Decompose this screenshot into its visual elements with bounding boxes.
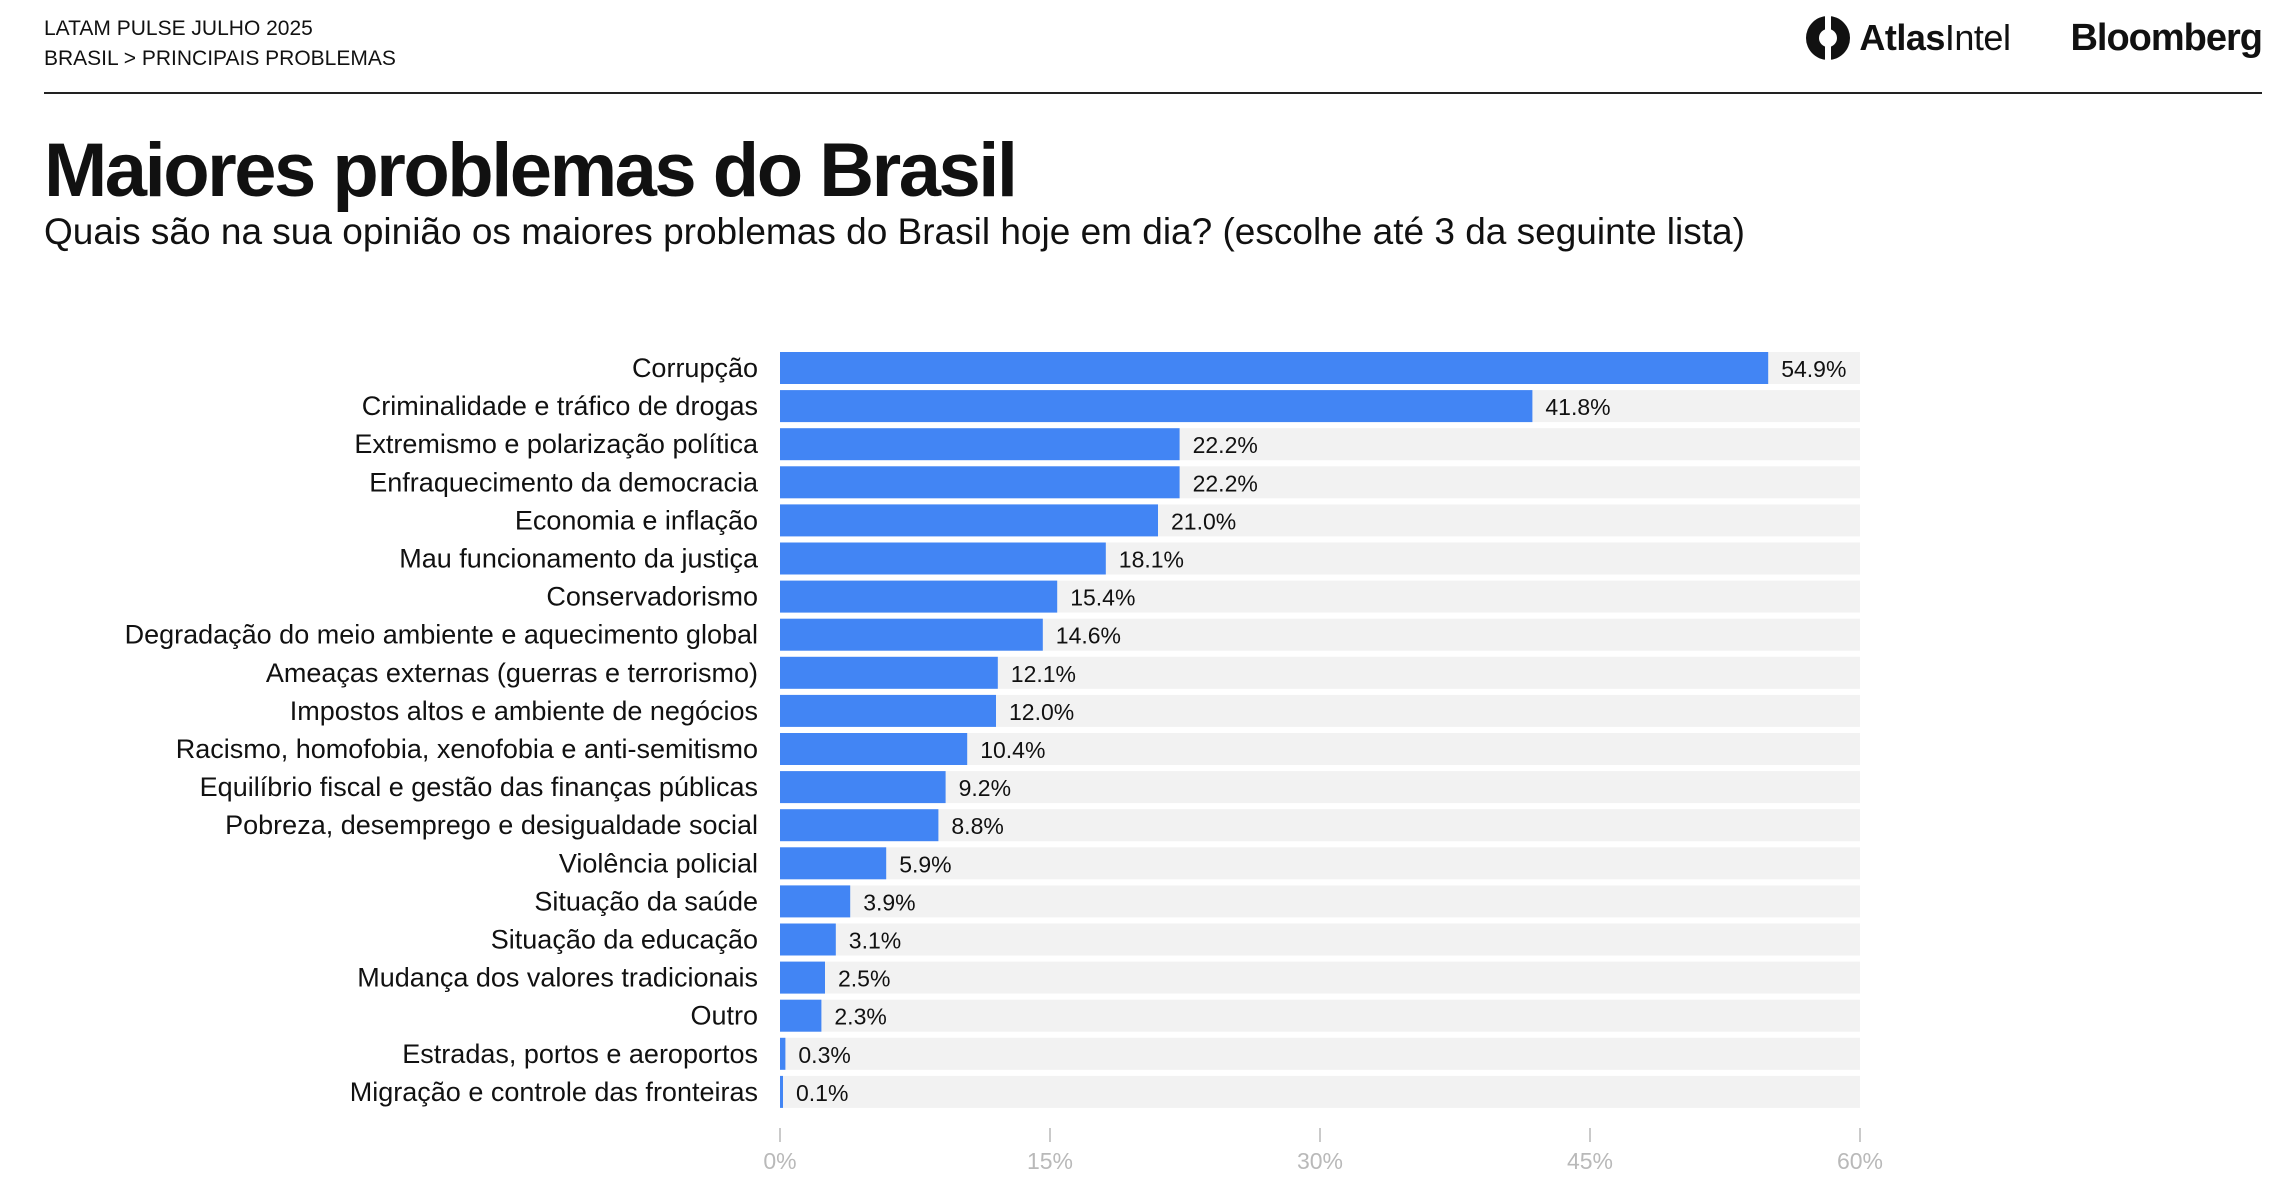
bar-track — [780, 885, 1860, 918]
x-tick-label: 0% — [763, 1148, 796, 1174]
category-label: Enfraquecimento da democracia — [369, 467, 759, 497]
bar — [780, 428, 1180, 461]
category-label: Conservadorismo — [546, 582, 758, 612]
bar — [780, 733, 968, 765]
category-label: Mudança dos valores tradicionais — [357, 963, 758, 993]
bar — [780, 656, 998, 689]
x-tick-label: 15% — [1027, 1148, 1073, 1174]
brand-logos: Atlas Intel Bloomberg — [1805, 10, 2263, 66]
intel-wordmark: Intel — [1944, 17, 2011, 58]
bar — [780, 694, 996, 727]
value-label: 9.2% — [959, 775, 1011, 801]
value-label: 2.3% — [834, 1004, 886, 1030]
header-divider — [44, 92, 2262, 94]
category-label: Economia e inflação — [515, 505, 758, 535]
value-label: 18.1% — [1119, 547, 1184, 573]
value-label: 54.9% — [1781, 356, 1846, 382]
category-label: Estradas, portos e aeroportos — [402, 1039, 758, 1069]
category-label: Impostos altos e ambiente de negócios — [290, 696, 758, 726]
category-label: Criminalidade e tráfico de drogas — [362, 391, 758, 421]
atlas-wordmark: Atlas — [1859, 17, 1945, 58]
bar — [780, 809, 939, 842]
value-label: 12.0% — [1009, 699, 1074, 725]
bar — [780, 580, 1058, 613]
bar — [780, 961, 825, 994]
bar-track — [780, 847, 1860, 880]
bar — [780, 390, 1533, 423]
value-label: 14.6% — [1056, 623, 1121, 649]
header-breadcrumbs: LATAM PULSE JULHO 2025 BRASIL > PRINCIPA… — [44, 14, 396, 74]
bar — [780, 1037, 786, 1070]
bar-track — [780, 1037, 1860, 1070]
category-label: Pobreza, desemprego e desigualdade socia… — [225, 810, 758, 840]
bar-track — [780, 809, 1860, 842]
value-label: 41.8% — [1545, 394, 1610, 420]
bar — [780, 885, 851, 918]
value-label: 2.5% — [838, 966, 890, 992]
value-label: 0.3% — [798, 1042, 850, 1068]
bar — [780, 999, 822, 1032]
bar-track — [780, 771, 1860, 804]
category-label: Violência policial — [559, 848, 758, 878]
bar — [780, 618, 1043, 651]
value-label: 22.2% — [1193, 432, 1258, 458]
category-label: Situação da saúde — [534, 886, 758, 916]
category-label: Extremismo e polarização política — [354, 429, 759, 459]
bar — [780, 504, 1158, 537]
category-label: Situação da educação — [491, 925, 758, 955]
atlasintel-mark-icon — [1806, 16, 1851, 60]
category-label: Outro — [690, 1001, 758, 1031]
value-label: 12.1% — [1011, 661, 1076, 687]
category-label: Degradação do meio ambiente e aqueciment… — [125, 620, 758, 650]
atlasintel-logo: Atlas Intel — [1805, 15, 2011, 61]
value-label: 22.2% — [1193, 470, 1258, 496]
value-label: 21.0% — [1171, 508, 1236, 534]
category-label: Racismo, homofobia, xenofobia e anti-sem… — [176, 734, 758, 764]
value-label: 15.4% — [1070, 585, 1135, 611]
category-label: Ameaças externas (guerras e terrorismo) — [266, 658, 758, 688]
bar-track — [780, 961, 1860, 994]
x-tick-label: 60% — [1837, 1148, 1883, 1174]
bar-track — [780, 999, 1860, 1032]
bar — [780, 923, 836, 956]
bar — [780, 847, 887, 880]
bar-track — [780, 923, 1860, 956]
value-label: 3.1% — [849, 928, 901, 954]
category-label: Corrupção — [632, 353, 758, 383]
bar — [780, 466, 1180, 499]
bar — [780, 542, 1106, 575]
page-subtitle: Quais são na sua opinião os maiores prob… — [44, 211, 1745, 252]
category-label: Mau funcionamento da justiça — [399, 544, 759, 574]
value-label: 5.9% — [899, 851, 951, 877]
value-label: 10.4% — [980, 737, 1045, 763]
category-label: Equilíbrio fiscal e gestão das finanças … — [200, 772, 758, 802]
breadcrumb: BRASIL > PRINCIPAIS PROBLEMAS — [44, 47, 396, 70]
x-tick-label: 45% — [1567, 1148, 1613, 1174]
bar — [780, 771, 946, 804]
survey-name: LATAM PULSE JULHO 2025 — [44, 17, 313, 40]
value-label: 0.1% — [796, 1080, 848, 1106]
x-tick-label: 30% — [1297, 1148, 1343, 1174]
category-label: Migração e controle das fronteiras — [350, 1077, 758, 1107]
bloomberg-logo: Bloomberg — [2070, 16, 2263, 59]
value-label: 3.9% — [863, 889, 915, 915]
bar — [780, 1075, 783, 1108]
bar-track — [780, 1075, 1860, 1108]
value-label: 8.8% — [951, 813, 1003, 839]
bar — [780, 352, 1769, 384]
page-title: Maiores problemas do Brasil — [44, 128, 1018, 213]
